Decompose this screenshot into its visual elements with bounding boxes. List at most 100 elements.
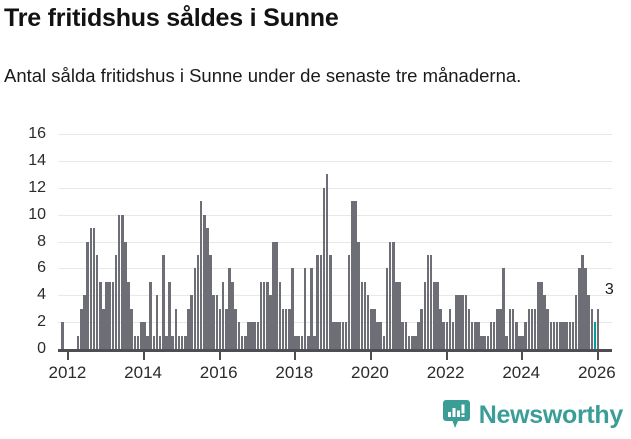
- bar: [533, 308, 537, 349]
- bar: [559, 322, 562, 349]
- y-axis-labels: 0 2 4 6 8 10 12 14 16: [0, 126, 631, 357]
- x-axis-tick: [521, 352, 524, 360]
- bar: [429, 254, 433, 349]
- bar: [202, 214, 206, 349]
- bar: [451, 322, 455, 349]
- bar: [117, 214, 121, 349]
- bar: [133, 335, 137, 349]
- bar: [455, 295, 458, 349]
- bar: [92, 228, 96, 349]
- bar: [395, 281, 398, 349]
- bar: [543, 295, 546, 349]
- bar: [297, 335, 301, 349]
- gridline: [58, 134, 612, 135]
- bar: [237, 322, 241, 349]
- bar: [420, 308, 423, 349]
- bar: [316, 254, 319, 349]
- bar: [499, 308, 502, 349]
- bar: [508, 308, 512, 349]
- bar: [477, 322, 480, 349]
- bar: [281, 308, 285, 349]
- bar: [335, 322, 338, 349]
- bar: [212, 295, 215, 349]
- page-subtitle: Antal sålda fritidshus i Sunne under de …: [4, 65, 522, 86]
- bar: [275, 241, 279, 349]
- bar: [407, 335, 411, 349]
- bar: [243, 335, 247, 349]
- bar: [76, 335, 80, 349]
- bar: [426, 254, 430, 349]
- x-axis-tick: [596, 352, 599, 360]
- bar: [231, 281, 234, 349]
- bar: [354, 201, 357, 349]
- x-axis-tick: [67, 352, 70, 360]
- x-axis-tick-label: 2014: [124, 363, 162, 382]
- gridline: [58, 322, 612, 324]
- bar: [366, 295, 370, 349]
- bar: [496, 308, 499, 349]
- x-axis-tick-label: 2012: [48, 363, 87, 382]
- y-axis-tick-label: 16: [28, 125, 46, 142]
- chart-container: 0 2 4 6 8 10 12 14 16 3 2012 2014 2016 2018 2020 2022…: [0, 122, 631, 392]
- bar: [581, 254, 584, 349]
- gridline: [58, 241, 612, 243]
- bar: [124, 241, 127, 349]
- bar: [313, 335, 316, 349]
- bar: [218, 308, 222, 349]
- bar: [215, 295, 219, 349]
- bar: [130, 308, 134, 349]
- bar: [329, 254, 332, 349]
- x-axis-ticks: [58, 352, 612, 362]
- x-axis-tick: [143, 352, 146, 360]
- bar: [524, 322, 527, 349]
- bar: [562, 322, 565, 349]
- bar: [108, 281, 111, 349]
- bar: [571, 322, 575, 349]
- bar: [86, 241, 89, 349]
- bar: [206, 228, 209, 349]
- bar: [392, 241, 395, 349]
- bar: [256, 322, 260, 349]
- y-axis-tick-label: 14: [28, 151, 46, 169]
- bar: [288, 308, 291, 349]
- bar: [480, 335, 483, 349]
- bar: [149, 281, 152, 349]
- bar: [89, 228, 93, 349]
- bar: [322, 187, 326, 349]
- gridline: [58, 187, 612, 189]
- bar: [177, 335, 181, 349]
- bar: [596, 308, 600, 349]
- bar: [269, 295, 272, 349]
- bar: [199, 201, 203, 349]
- bar: [171, 335, 175, 349]
- bar: [414, 335, 417, 349]
- bar: [514, 322, 518, 349]
- x-axis-tick-label: 2026: [577, 363, 616, 382]
- bar: [486, 335, 490, 349]
- bar: [319, 254, 323, 349]
- x-axis-tick: [445, 352, 448, 360]
- bar: [83, 295, 86, 349]
- bar: [540, 281, 543, 349]
- bar: [143, 322, 146, 349]
- bar: [168, 281, 171, 349]
- bar: [300, 335, 304, 349]
- bar: [303, 268, 307, 349]
- newsworthy-logo[interactable]: Newsworthy: [442, 400, 623, 430]
- bar: [190, 295, 193, 349]
- bar: [347, 254, 351, 349]
- bar: [363, 281, 367, 349]
- bar: [552, 322, 556, 349]
- bar: [448, 308, 452, 349]
- bar: [565, 322, 568, 349]
- x-axis-tick-label: 2022: [426, 363, 465, 382]
- x-axis-tick: [218, 352, 221, 360]
- bar: [492, 322, 496, 349]
- y-axis-tick-label: 12: [28, 178, 46, 196]
- bar: [385, 268, 389, 349]
- x-axis-tick: [369, 352, 372, 360]
- bar: [351, 201, 354, 349]
- bar: [310, 268, 313, 349]
- y-axis-tick-label: 8: [37, 232, 46, 250]
